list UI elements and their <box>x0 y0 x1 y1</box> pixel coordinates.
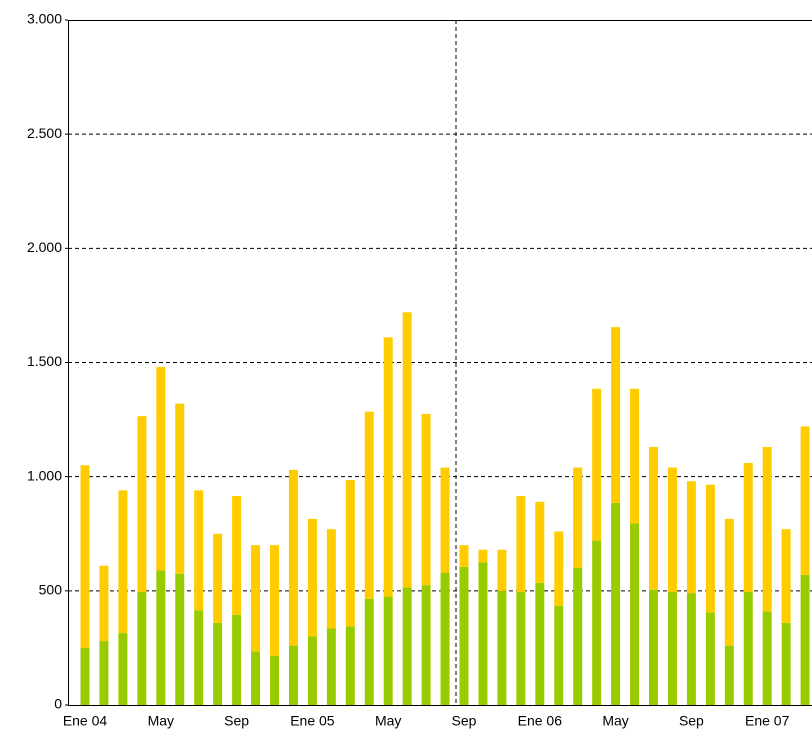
bar-segment <box>497 590 507 705</box>
bar-segment <box>118 490 128 634</box>
bar-segment <box>326 529 336 629</box>
bar-segment <box>762 446 772 612</box>
bar-segment <box>232 496 242 615</box>
x-tick-label: May <box>602 713 628 729</box>
bar-segment <box>118 633 128 705</box>
bar-segment <box>175 403 185 574</box>
y-tick-label: 1.500 <box>27 353 62 369</box>
bar-segment <box>345 480 355 627</box>
bar-segment <box>421 413 431 586</box>
bar-segment <box>554 605 564 705</box>
bar-segment <box>383 337 393 597</box>
y-tick-label: 500 <box>39 582 63 598</box>
bar-segment <box>686 593 696 705</box>
bar-segment <box>667 467 677 592</box>
bar-segment <box>649 589 658 705</box>
bar-segment <box>440 467 450 573</box>
y-tick-label: 3.000 <box>27 11 62 27</box>
bar-segment <box>288 469 298 646</box>
x-tick-label: Ene 06 <box>518 713 563 729</box>
x-tick-label: Sep <box>679 713 704 729</box>
bar-segment <box>611 327 621 503</box>
bar-segment <box>516 591 526 705</box>
bar-segment <box>535 501 545 583</box>
x-tick-label: Ene 04 <box>63 713 108 729</box>
bar-segment <box>686 481 696 594</box>
bar-segment <box>213 622 223 705</box>
bar-segment <box>705 484 715 613</box>
bar-segment <box>99 641 109 705</box>
bar-segment <box>383 596 393 705</box>
bar-segment <box>421 585 431 705</box>
bar-segment <box>573 568 583 705</box>
bar-segment <box>213 533 223 623</box>
y-tick-label: 2.500 <box>27 125 62 141</box>
x-tick-label: Ene 05 <box>290 713 335 729</box>
y-tick-label: 1.000 <box>27 467 62 483</box>
bar-segment <box>762 611 772 705</box>
bar-segment <box>592 388 602 541</box>
bar-segment <box>440 572 450 705</box>
bar-segment <box>667 591 677 705</box>
bar-segment <box>156 367 166 571</box>
bar-segment <box>592 540 602 705</box>
x-tick-label: Ene 07 <box>745 713 790 729</box>
bar-segment <box>137 416 147 592</box>
bar-segment <box>175 573 185 705</box>
bar-segment <box>800 426 810 575</box>
bar-segment <box>800 574 810 705</box>
bar-segment <box>781 529 791 623</box>
x-tick-label: Sep <box>452 713 477 729</box>
y-tick-label: 2.000 <box>27 239 62 255</box>
x-tick-label: May <box>375 713 401 729</box>
bar-segment <box>270 545 279 656</box>
bar-segment <box>307 636 317 705</box>
bar-segment <box>630 388 640 524</box>
bar-segment <box>156 570 166 705</box>
x-tick-label: Sep <box>224 713 249 729</box>
bar-segment <box>724 518 734 646</box>
bar-segment <box>80 647 90 705</box>
bar-segment <box>724 645 734 705</box>
bar-segment <box>611 502 621 705</box>
bar-segment <box>554 531 564 606</box>
bar-segment <box>402 587 412 705</box>
bar-segment <box>80 465 90 648</box>
bar-segment <box>288 645 298 705</box>
bar-segment <box>478 562 488 705</box>
bar-segment <box>630 523 640 705</box>
bar-segment <box>194 490 204 611</box>
bar-segment <box>345 626 355 705</box>
bar-segment <box>402 312 412 588</box>
bar-segment <box>478 549 488 563</box>
x-tick-label: May <box>148 713 174 729</box>
bar-segment <box>781 622 791 705</box>
bar-segment <box>743 462 753 592</box>
bar-segment <box>743 591 753 705</box>
bar-segment <box>251 545 261 652</box>
bar-segment <box>99 565 109 642</box>
bar-segment <box>364 411 374 599</box>
y-tick-label: 0 <box>54 696 62 712</box>
bar-segment <box>649 446 658 590</box>
bar-segment <box>251 651 261 705</box>
bar-segment <box>270 655 279 705</box>
bar-segment <box>364 598 374 705</box>
bar-segment <box>307 518 317 637</box>
bar-segment <box>459 545 469 567</box>
bar-segment <box>573 467 583 568</box>
bar-segment <box>705 612 715 705</box>
bar-segment <box>497 549 507 591</box>
bar-segment <box>459 566 469 705</box>
bar-segment <box>232 614 242 705</box>
bar-segment <box>326 628 336 705</box>
bar-segment <box>137 591 147 705</box>
bar-segment <box>194 610 204 705</box>
bar-segment <box>535 582 545 705</box>
bar-segment <box>516 496 526 592</box>
